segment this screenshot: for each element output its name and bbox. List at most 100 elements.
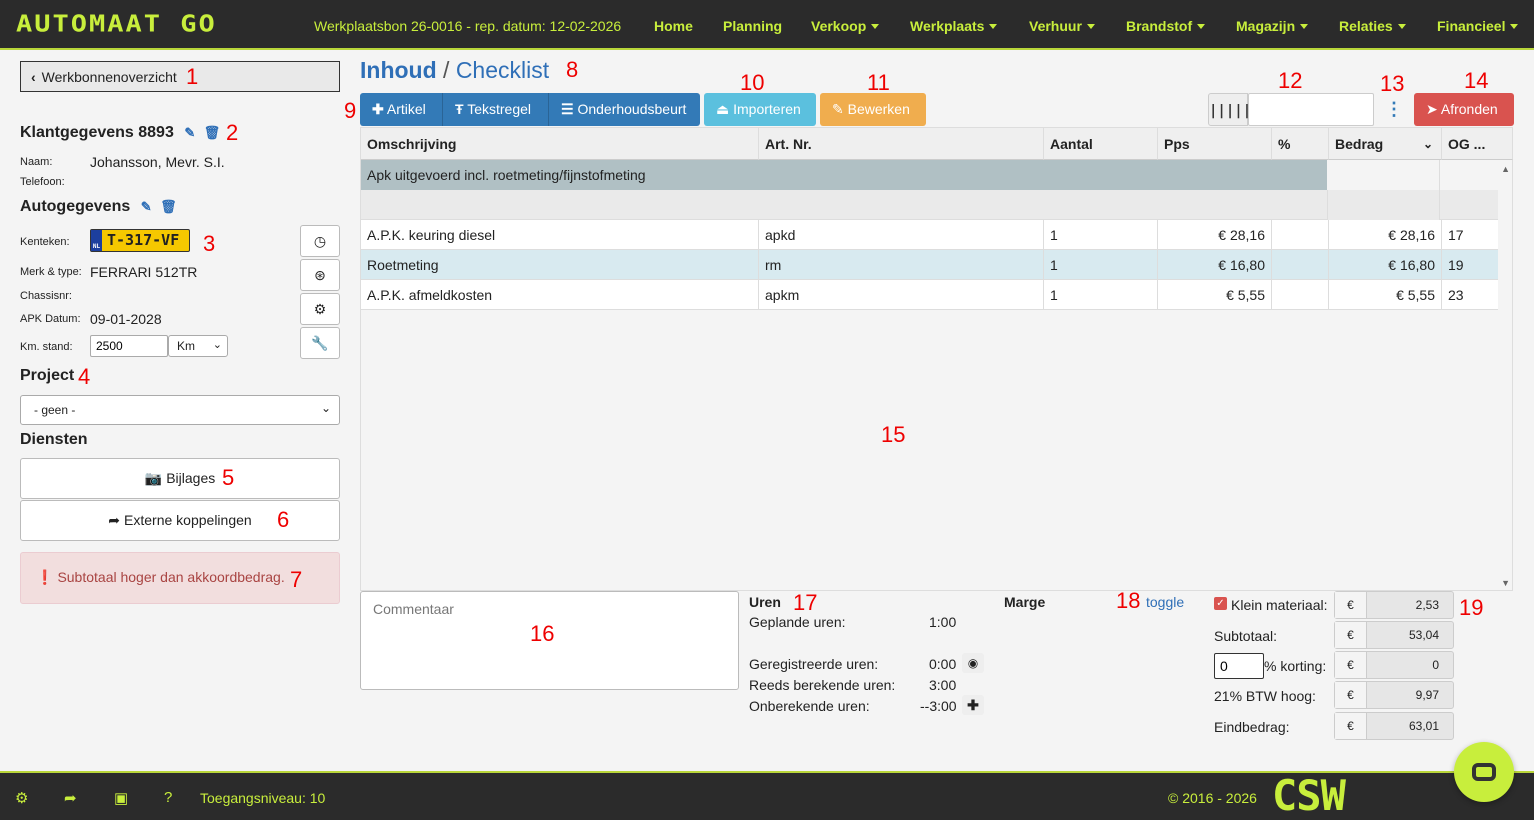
col-header-price[interactable]: Pps — [1158, 128, 1272, 160]
attachments-button[interactable]: 📷 Bijlages — [20, 458, 340, 499]
group-row[interactable]: Apk uitgevoerd incl. roetmeting/fijnstof… — [361, 160, 1498, 190]
trash-icon[interactable]: 🗑 — [203, 125, 221, 140]
table-row[interactable]: Roetmeting rm 1 € 16,80 € 16,80 19 — [361, 250, 1498, 280]
chevron-down-icon — [1300, 24, 1309, 29]
wrench-icon: 🔧 — [311, 335, 329, 351]
pencil-icon[interactable]: ✎ — [140, 199, 152, 214]
table-row[interactable]: A.P.K. keuring diesel apkd 1 € 28,16 € 2… — [361, 220, 1498, 250]
car-title-text: Autogegevens — [20, 198, 131, 215]
marker-9: 9 — [344, 98, 357, 123]
app-logo[interactable]: AUTOMAAT GO — [16, 11, 217, 38]
add-article-button[interactable]: ✚ Artikel — [360, 93, 442, 126]
small-material-checkbox[interactable]: ✓ — [1214, 597, 1227, 610]
col-header-percent[interactable]: % — [1272, 128, 1329, 160]
vat-field: €9,97 — [1334, 681, 1454, 709]
edit-button[interactable]: ✎ Bewerken — [820, 93, 926, 126]
nav-label: Werkplaats — [910, 18, 985, 34]
nav-planning[interactable]: Planning — [723, 18, 782, 34]
barcode-icon: ||||| — [1209, 103, 1252, 119]
chat-button[interactable] — [1454, 742, 1514, 802]
add-maintenance-button[interactable]: ☰ Onderhoudsbeurt — [548, 93, 700, 126]
scroll-up-arrow[interactable]: ▲ — [1501, 164, 1510, 174]
plus-icon[interactable]: ✚ — [962, 695, 984, 715]
paper-plane-icon: ➤ — [1426, 101, 1438, 117]
nav-brandstof[interactable]: Brandstof — [1126, 18, 1206, 34]
tab-checklist[interactable]: Checklist — [455, 57, 550, 83]
nav-label: Magazijn — [1236, 18, 1296, 34]
settings-button[interactable]: ⚙ — [300, 293, 340, 325]
km-unit-select[interactable]: Km ⌄ — [168, 335, 228, 357]
trash-icon[interactable]: 🗑 — [160, 199, 177, 214]
more-options-button[interactable]: ⋮ — [1384, 93, 1404, 126]
nav-magazijn[interactable]: Magazijn — [1236, 18, 1309, 34]
chevron-down-icon — [1510, 24, 1519, 29]
nav-werkplaats[interactable]: Werkplaats — [910, 18, 998, 34]
tab-inhoud[interactable]: Inhoud — [360, 57, 437, 83]
nav-home[interactable]: Home — [654, 18, 693, 34]
share-icon[interactable]: ➦ — [64, 790, 77, 807]
cell-amount: € 5,55 — [1329, 280, 1442, 310]
share-icon: ➦ — [108, 512, 121, 528]
col-header-og[interactable]: OG ... — [1442, 128, 1513, 160]
customer-title-text: Klantgegevens 8893 — [20, 124, 174, 141]
plate-value: T-317-VF — [107, 231, 180, 249]
km-input[interactable] — [90, 335, 168, 357]
nav-financieel[interactable]: Financieel — [1437, 18, 1519, 34]
cell-percent — [1272, 280, 1329, 310]
table-row[interactable]: A.P.K. afmeldkosten apkm 1 € 5,55 € 5,55… — [361, 280, 1498, 310]
access-level: Toegangsniveau: 10 — [200, 790, 326, 806]
col-header-description[interactable]: Omschrijving — [361, 128, 759, 160]
group-row-text: Apk uitgevoerd incl. roetmeting/fijnstof… — [361, 160, 1327, 190]
services-title: Diensten — [20, 431, 88, 448]
pencil-icon[interactable]: ✎ — [184, 125, 196, 140]
nav-relaties[interactable]: Relaties — [1339, 18, 1406, 34]
add-textline-label: Tekstregel — [467, 101, 532, 117]
top-navbar: AUTOMAAT GO Werkplaatsbon 26-0016 - rep.… — [0, 0, 1534, 50]
nav-label: Verkoop — [811, 18, 867, 34]
nav-verkoop[interactable]: Verkoop — [811, 18, 880, 34]
apk-value: 09-01-2028 — [90, 311, 162, 327]
discount-input[interactable] — [1214, 653, 1264, 679]
cell-percent — [1272, 250, 1329, 280]
add-textline-button[interactable]: Ŧ Tekstregel — [442, 93, 548, 126]
col-header-article-no[interactable]: Art. Nr. — [759, 128, 1044, 160]
cell-quantity: 1 — [1044, 220, 1158, 250]
import-button[interactable]: ⏏ Importeren — [704, 93, 816, 126]
discount-value: 0 — [1432, 658, 1439, 672]
finish-button[interactable]: ➤ Afronden — [1414, 93, 1514, 126]
marker-10: 10 — [740, 70, 765, 95]
comment-textarea[interactable]: Commentaar — [360, 591, 739, 690]
nav-label: Financieel — [1437, 18, 1506, 34]
nav-verhuur[interactable]: Verhuur — [1029, 18, 1095, 34]
margin-toggle-link[interactable]: toggle — [1146, 594, 1185, 610]
import-label: Importeren — [733, 101, 801, 117]
nav-label: Home — [654, 18, 693, 34]
nav-label: Relaties — [1339, 18, 1393, 34]
barcode-button[interactable]: ||||| — [1208, 93, 1252, 126]
back-to-workorders-button[interactable]: ‹ Werkbonnenoverzicht — [20, 61, 340, 92]
calendar-icon[interactable]: ▣ — [114, 790, 129, 807]
empty-text-row[interactable] — [361, 190, 1498, 220]
external-links-button[interactable]: ➦ Externe koppelingen — [20, 500, 340, 541]
registered-hours-value: 0:00 — [929, 656, 957, 672]
cell-price: € 28,16 — [1158, 220, 1272, 250]
nav-label: Planning — [723, 18, 783, 34]
gear-icon[interactable]: ⚙ — [15, 790, 29, 807]
tyre-button[interactable]: ⊛ — [300, 259, 340, 291]
chevron-down-icon: ⌄ — [212, 339, 222, 351]
project-select[interactable]: - geen - ⌄ — [20, 395, 340, 425]
subtotal-label: Subtotaal: — [1214, 628, 1278, 644]
eye-icon[interactable]: ◉ — [962, 653, 984, 673]
wrench-button[interactable]: 🔧 — [300, 327, 340, 359]
make-value: FERRARI 512TR — [90, 264, 198, 280]
plus-icon: ✚ — [372, 101, 384, 117]
cell-description: A.P.K. afmeldkosten — [361, 280, 759, 310]
history-clock-button[interactable]: ◷ — [300, 225, 340, 257]
barcode-input[interactable] — [1248, 93, 1374, 126]
scroll-down-arrow[interactable]: ▼ — [1501, 578, 1510, 588]
help-icon[interactable]: ? — [164, 789, 173, 806]
calculated-hours-label: Reeds berekende uren: — [749, 677, 896, 693]
chevron-down-icon: ⌄ — [320, 401, 331, 415]
col-header-quantity[interactable]: Aantal — [1044, 128, 1158, 160]
col-header-amount[interactable]: Bedrag ⌄ — [1329, 128, 1442, 160]
